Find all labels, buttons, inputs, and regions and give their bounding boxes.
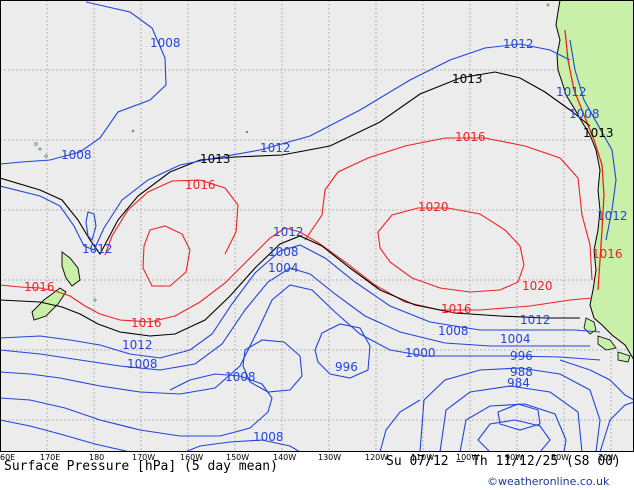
contour-label: 1008 — [127, 357, 158, 371]
contour-label: 1012 — [260, 141, 291, 155]
lon-tick-label: 90W — [505, 453, 523, 462]
lon-tick-label: 170E — [40, 453, 60, 462]
lon-tick-label: 150W — [226, 453, 249, 462]
lon-tick-label: 130W — [318, 453, 341, 462]
lon-tick-label: 160W — [180, 453, 203, 462]
contour-label: 1008 — [253, 430, 284, 444]
contour-label: 1016 — [441, 302, 472, 316]
contour-label: 1013 — [583, 126, 614, 140]
contour-label: 1012 — [520, 313, 551, 327]
lon-tick-label: 110W — [411, 453, 434, 462]
contour-label: 1008 — [150, 36, 181, 50]
contour-label: 1008 — [268, 245, 299, 259]
contour-label: 1008 — [225, 370, 256, 384]
contour-label: 1016 — [592, 247, 623, 261]
new-zealand-north-island — [61, 251, 81, 287]
isobars-1013 — [0, 71, 591, 337]
contour-label: 1012 — [122, 338, 153, 352]
contour-label: 1008 — [569, 107, 600, 121]
ocean-area — [0, 0, 634, 452]
longitude-axis: 60E 170E 180 170W 160W 150W 140W 130W 12… — [0, 453, 616, 462]
isobars-low — [0, 1, 634, 452]
pacific-islands — [34, 3, 550, 302]
site-credit[interactable]: ©weatheronline.co.uk — [487, 475, 610, 488]
contour-label: 996 — [510, 349, 533, 363]
contour-label: 1000 — [405, 346, 436, 360]
contour-label: 1004 — [268, 261, 299, 275]
lon-tick-label: 70W — [598, 453, 616, 462]
lon-tick-label: 100W — [456, 453, 479, 462]
contour-label: 1012 — [503, 37, 534, 51]
lon-tick-label: 180 — [89, 453, 104, 462]
contour-label: 1013 — [200, 152, 231, 166]
date-range: Su 07/12 – Th 11/12/25 (S8 00) — [386, 454, 621, 469]
lon-tick-label: 170W — [132, 453, 155, 462]
andes-contours — [564, 29, 605, 291]
contour-label: 1008 — [61, 148, 92, 162]
contour-label: 1020 — [522, 279, 553, 293]
lon-tick-label: 80W — [551, 453, 569, 462]
contour-label: 1013 — [452, 72, 483, 86]
contour-label: 1012 — [82, 242, 113, 256]
contour-label: 1008 — [438, 324, 469, 338]
contour-label-layer: 1008 1012 1013 1012 1008 1013 1016 1016 … — [24, 36, 628, 444]
contour-label: 1004 — [500, 332, 531, 346]
lon-tick-label: 140W — [273, 453, 296, 462]
contour-label: 1016 — [131, 316, 162, 330]
lon-tick-label: 120W — [365, 453, 388, 462]
contour-label: 984 — [507, 376, 530, 390]
contour-label: 1016 — [455, 130, 486, 144]
map-title: Surface Pressure [hPa] (5 day mean) — [4, 459, 278, 474]
contour-label: 1012 — [597, 209, 628, 223]
contour-label: 1020 — [418, 200, 449, 214]
lon-tick-label: 60E — [0, 453, 15, 462]
contour-label: 1016 — [185, 178, 216, 192]
contour-label: 996 — [335, 360, 358, 374]
contour-label: 1012 — [556, 85, 587, 99]
contour-label: 1016 — [24, 280, 55, 294]
contour-label: 1012 — [273, 225, 304, 239]
contour-label: 988 — [510, 365, 533, 379]
south-america-land — [555, 0, 634, 361]
patagonia-islands — [583, 317, 631, 363]
